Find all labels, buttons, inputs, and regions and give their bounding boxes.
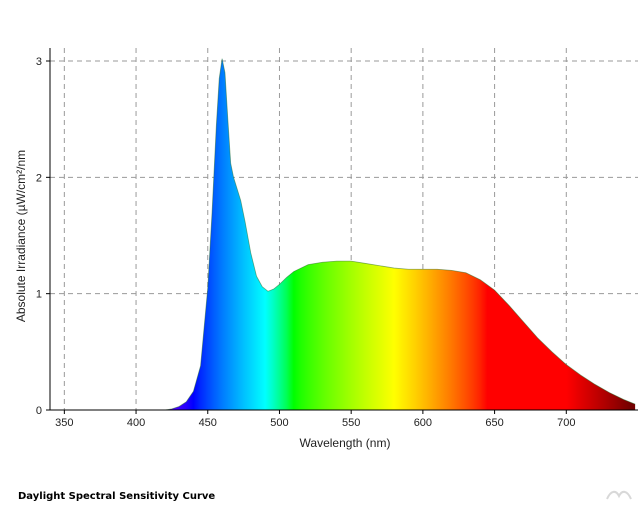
spectrum-area bbox=[164, 58, 636, 411]
x-axis-title: Wavelength (nm) bbox=[300, 436, 391, 450]
x-tick-label: 400 bbox=[127, 417, 145, 429]
spectrum-outline bbox=[164, 58, 636, 411]
x-tick-label: 650 bbox=[485, 417, 503, 429]
y-axis-title: Absolute Irradiance (µW/cm²/nm bbox=[14, 150, 28, 322]
watermark-logo-icon bbox=[606, 490, 632, 500]
x-tick-label: 700 bbox=[557, 417, 575, 429]
y-tick-label: 3 bbox=[36, 56, 42, 68]
y-tick-label: 2 bbox=[36, 172, 42, 184]
x-tick-label: 500 bbox=[270, 417, 288, 429]
y-tick-label: 1 bbox=[36, 289, 42, 301]
x-tick-label: 600 bbox=[414, 417, 432, 429]
axes bbox=[49, 48, 638, 411]
x-tick-label: 550 bbox=[342, 417, 360, 429]
x-tick-label: 350 bbox=[55, 417, 73, 429]
x-tick-label: 450 bbox=[199, 417, 217, 429]
tick-labels: 350 400 450 500 550 600 650 700 0 1 2 3 bbox=[36, 56, 576, 429]
chart-caption: Daylight Spectral Sensitivity Curve bbox=[18, 491, 216, 502]
y-tick-label: 0 bbox=[36, 405, 42, 417]
